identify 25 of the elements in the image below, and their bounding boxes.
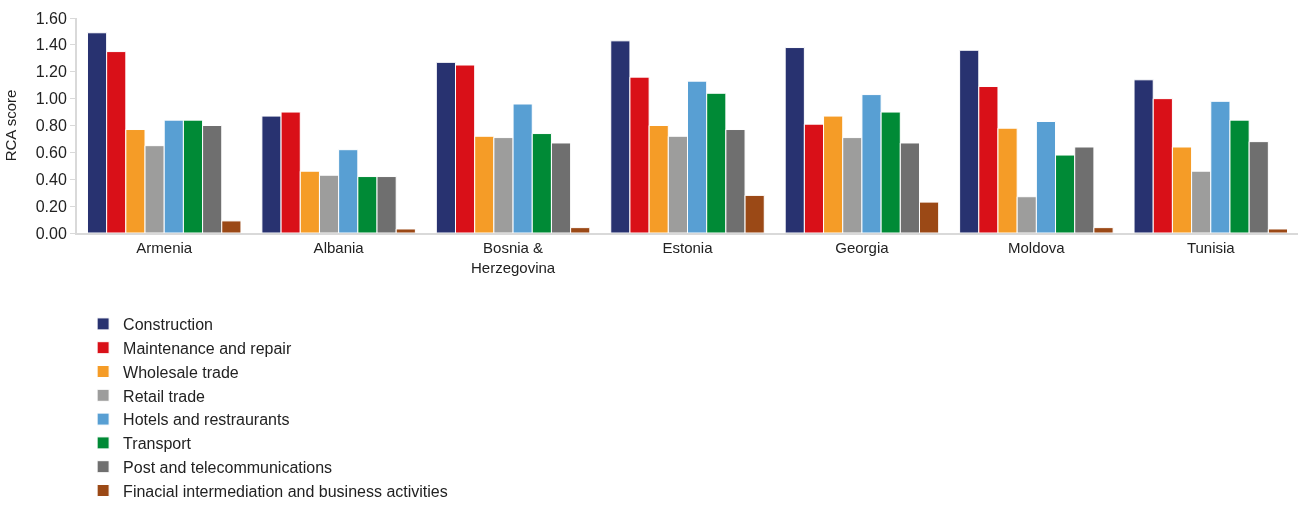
x-tick-label: Tunisia [1186, 239, 1236, 256]
y-tick-label: 0.20 [35, 197, 67, 215]
y-tick-label: 0.00 [35, 224, 67, 242]
legend-label: Wholesale trade [123, 363, 239, 381]
x-tick-label: Armenia [136, 239, 193, 256]
legend-label: Construction [123, 316, 213, 334]
y-axis-title: RCA score [2, 89, 20, 162]
legend-label: Retail trade [123, 387, 206, 405]
legend-label: Transport [123, 435, 192, 453]
legend-label: Post and telecommunications [123, 458, 333, 476]
x-tick-label: Moldova [1008, 239, 1066, 256]
y-tick-label: 1.40 [35, 36, 67, 54]
x-tick-label: Georgia [835, 239, 890, 256]
x-tick-label: Estonia [662, 239, 714, 256]
legend-label: Finacial intermediation and business activities [123, 482, 448, 500]
x-tick-label: Albania [313, 239, 365, 256]
y-tick-label: 0.80 [35, 117, 67, 135]
y-tick-label: 1.60 [35, 9, 67, 27]
y-tick-label: 0.60 [35, 143, 67, 161]
y-tick-label: 1.00 [35, 90, 67, 108]
legend-label: Hotels and restraurants [123, 411, 290, 429]
legend-label: Maintenance and repair [123, 339, 292, 357]
x-tick-label: Bosnia & Herzegovina [470, 239, 556, 276]
y-tick-label: 0.40 [35, 170, 67, 188]
y-tick-label: 1.20 [35, 63, 67, 81]
